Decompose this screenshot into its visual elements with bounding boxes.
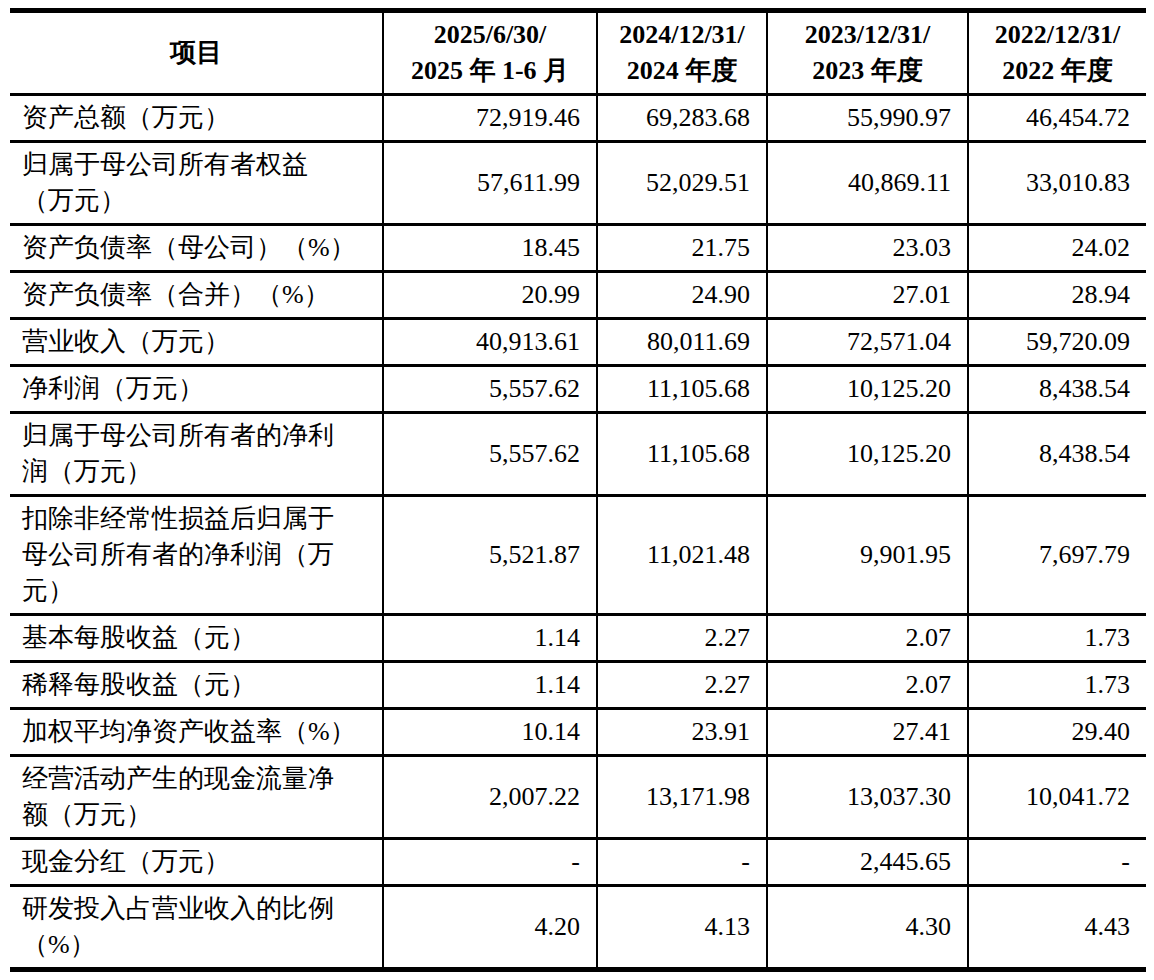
table-row: 资产总额（万元）72,919.4669,283.6855,990.9746,45… bbox=[10, 95, 1146, 142]
row-label: 基本每股收益（元） bbox=[10, 615, 383, 662]
row-value: 4.13 bbox=[597, 886, 767, 970]
header-period-2024: 2024/12/31/ 2024 年度 bbox=[597, 11, 767, 95]
row-value: 8,438.54 bbox=[968, 413, 1146, 496]
table-row: 扣除非经常性损益后归属于 母公司所有者的净利润（万 元）5,521.8711,0… bbox=[10, 496, 1146, 615]
table-row: 经营活动产生的现金流量净 额（万元）2,007.2213,171.9813,03… bbox=[10, 756, 1146, 839]
row-value: 2.27 bbox=[597, 615, 767, 662]
row-value: 13,037.30 bbox=[767, 756, 968, 839]
row-value: 27.01 bbox=[767, 272, 968, 319]
row-value: - bbox=[597, 839, 767, 886]
row-value: 80,011.69 bbox=[597, 319, 767, 366]
row-label: 净利润（万元） bbox=[10, 366, 383, 413]
row-value: 11,105.68 bbox=[597, 413, 767, 496]
row-label: 经营活动产生的现金流量净 额（万元） bbox=[10, 756, 383, 839]
row-value: 4.30 bbox=[767, 886, 968, 970]
row-value: 33,010.83 bbox=[968, 142, 1146, 225]
row-label: 扣除非经常性损益后归属于 母公司所有者的净利润（万 元） bbox=[10, 496, 383, 615]
table-row: 资产负债率（母公司）（%）18.4521.7523.0324.02 bbox=[10, 225, 1146, 272]
row-value: 2.07 bbox=[767, 615, 968, 662]
row-value: 72,571.04 bbox=[767, 319, 968, 366]
row-value: 27.41 bbox=[767, 709, 968, 756]
row-value: 4.20 bbox=[383, 886, 597, 970]
row-value: 55,990.97 bbox=[767, 95, 968, 142]
row-value: 10.14 bbox=[383, 709, 597, 756]
header-period-2025: 2025/6/30/ 2025 年 1-6 月 bbox=[383, 11, 597, 95]
row-value: 52,029.51 bbox=[597, 142, 767, 225]
row-value: 10,041.72 bbox=[968, 756, 1146, 839]
row-value: 57,611.99 bbox=[383, 142, 597, 225]
table-row: 资产负债率（合并）（%）20.9924.9027.0128.94 bbox=[10, 272, 1146, 319]
row-value: 2.27 bbox=[597, 662, 767, 709]
row-value: 2,445.65 bbox=[767, 839, 968, 886]
row-value: 1.14 bbox=[383, 662, 597, 709]
table-row: 归属于母公司所有者的净利 润（万元）5,557.6211,105.6810,12… bbox=[10, 413, 1146, 496]
row-label: 归属于母公司所有者权益 （万元） bbox=[10, 142, 383, 225]
document-page: 项目 2025/6/30/ 2025 年 1-6 月 2024/12/31/ 2… bbox=[10, 8, 1146, 972]
table-row: 基本每股收益（元）1.142.272.071.73 bbox=[10, 615, 1146, 662]
header-period-2023: 2023/12/31/ 2023 年度 bbox=[767, 11, 968, 95]
row-value: 18.45 bbox=[383, 225, 597, 272]
row-value: 28.94 bbox=[968, 272, 1146, 319]
header-row: 项目 2025/6/30/ 2025 年 1-6 月 2024/12/31/ 2… bbox=[10, 11, 1146, 95]
row-value: 10,125.20 bbox=[767, 413, 968, 496]
header-item: 项目 bbox=[10, 11, 383, 95]
row-value: 5,557.62 bbox=[383, 413, 597, 496]
row-value: 69,283.68 bbox=[597, 95, 767, 142]
table-header: 项目 2025/6/30/ 2025 年 1-6 月 2024/12/31/ 2… bbox=[10, 11, 1146, 95]
row-value: 5,557.62 bbox=[383, 366, 597, 413]
table-row: 研发投入占营业收入的比例 （%）4.204.134.304.43 bbox=[10, 886, 1146, 970]
row-value: 21.75 bbox=[597, 225, 767, 272]
row-value: 8,438.54 bbox=[968, 366, 1146, 413]
row-value: 1.14 bbox=[383, 615, 597, 662]
table-row: 净利润（万元）5,557.6211,105.6810,125.208,438.5… bbox=[10, 366, 1146, 413]
row-value: 9,901.95 bbox=[767, 496, 968, 615]
row-value: 46,454.72 bbox=[968, 95, 1146, 142]
row-value: 72,919.46 bbox=[383, 95, 597, 142]
row-value: 23.03 bbox=[767, 225, 968, 272]
table-body: 资产总额（万元）72,919.4669,283.6855,990.9746,45… bbox=[10, 95, 1146, 970]
table-row: 归属于母公司所有者权益 （万元）57,611.9952,029.5140,869… bbox=[10, 142, 1146, 225]
row-value: 24.02 bbox=[968, 225, 1146, 272]
row-label: 资产负债率（合并）（%） bbox=[10, 272, 383, 319]
row-value: 5,521.87 bbox=[383, 496, 597, 615]
row-value: 29.40 bbox=[968, 709, 1146, 756]
financial-summary-table: 项目 2025/6/30/ 2025 年 1-6 月 2024/12/31/ 2… bbox=[10, 8, 1146, 972]
header-period-2022: 2022/12/31/ 2022 年度 bbox=[968, 11, 1146, 95]
row-label: 资产总额（万元） bbox=[10, 95, 383, 142]
table-row: 加权平均净资产收益率（%）10.1423.9127.4129.40 bbox=[10, 709, 1146, 756]
row-value: 11,021.48 bbox=[597, 496, 767, 615]
row-value: 23.91 bbox=[597, 709, 767, 756]
row-value: 1.73 bbox=[968, 662, 1146, 709]
row-value: 1.73 bbox=[968, 615, 1146, 662]
row-label: 稀释每股收益（元） bbox=[10, 662, 383, 709]
row-value: 7,697.79 bbox=[968, 496, 1146, 615]
row-value: 59,720.09 bbox=[968, 319, 1146, 366]
row-label: 资产负债率（母公司）（%） bbox=[10, 225, 383, 272]
row-value: 10,125.20 bbox=[767, 366, 968, 413]
row-value: 11,105.68 bbox=[597, 366, 767, 413]
table-row: 营业收入（万元）40,913.6180,011.6972,571.0459,72… bbox=[10, 319, 1146, 366]
row-value: 24.90 bbox=[597, 272, 767, 319]
row-label: 归属于母公司所有者的净利 润（万元） bbox=[10, 413, 383, 496]
row-label: 营业收入（万元） bbox=[10, 319, 383, 366]
row-value: 2.07 bbox=[767, 662, 968, 709]
row-value: 40,913.61 bbox=[383, 319, 597, 366]
row-label: 研发投入占营业收入的比例 （%） bbox=[10, 886, 383, 970]
row-value: 13,171.98 bbox=[597, 756, 767, 839]
row-value: - bbox=[968, 839, 1146, 886]
table-row: 现金分红（万元）--2,445.65- bbox=[10, 839, 1146, 886]
row-value: 2,007.22 bbox=[383, 756, 597, 839]
row-label: 现金分红（万元） bbox=[10, 839, 383, 886]
row-value: - bbox=[383, 839, 597, 886]
row-value: 20.99 bbox=[383, 272, 597, 319]
row-label: 加权平均净资产收益率（%） bbox=[10, 709, 383, 756]
table-row: 稀释每股收益（元）1.142.272.071.73 bbox=[10, 662, 1146, 709]
row-value: 40,869.11 bbox=[767, 142, 968, 225]
row-value: 4.43 bbox=[968, 886, 1146, 970]
